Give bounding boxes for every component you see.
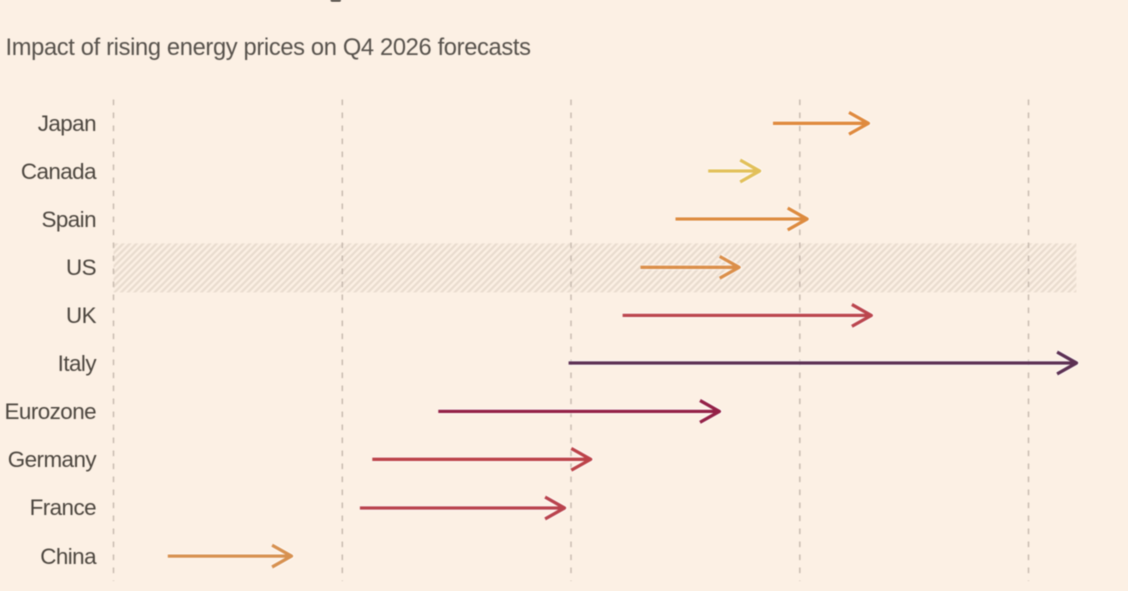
- svg-text:Impact of rising energy prices: Impact of rising energy prices on Q4 202…: [6, 35, 531, 61]
- svg-text:US: US: [66, 255, 96, 280]
- svg-text:Japan: Japan: [38, 111, 96, 136]
- svg-text:Eurozone: Eurozone: [5, 399, 97, 424]
- svg-text:Germany: Germany: [8, 447, 98, 472]
- svg-text:China: China: [40, 544, 97, 569]
- svg-text:Spain: Spain: [41, 207, 96, 232]
- svg-text:UK: UK: [66, 303, 97, 328]
- svg-text:France: France: [30, 495, 96, 520]
- svg-text:Italy: Italy: [58, 351, 98, 376]
- svg-text:Canada: Canada: [21, 159, 97, 184]
